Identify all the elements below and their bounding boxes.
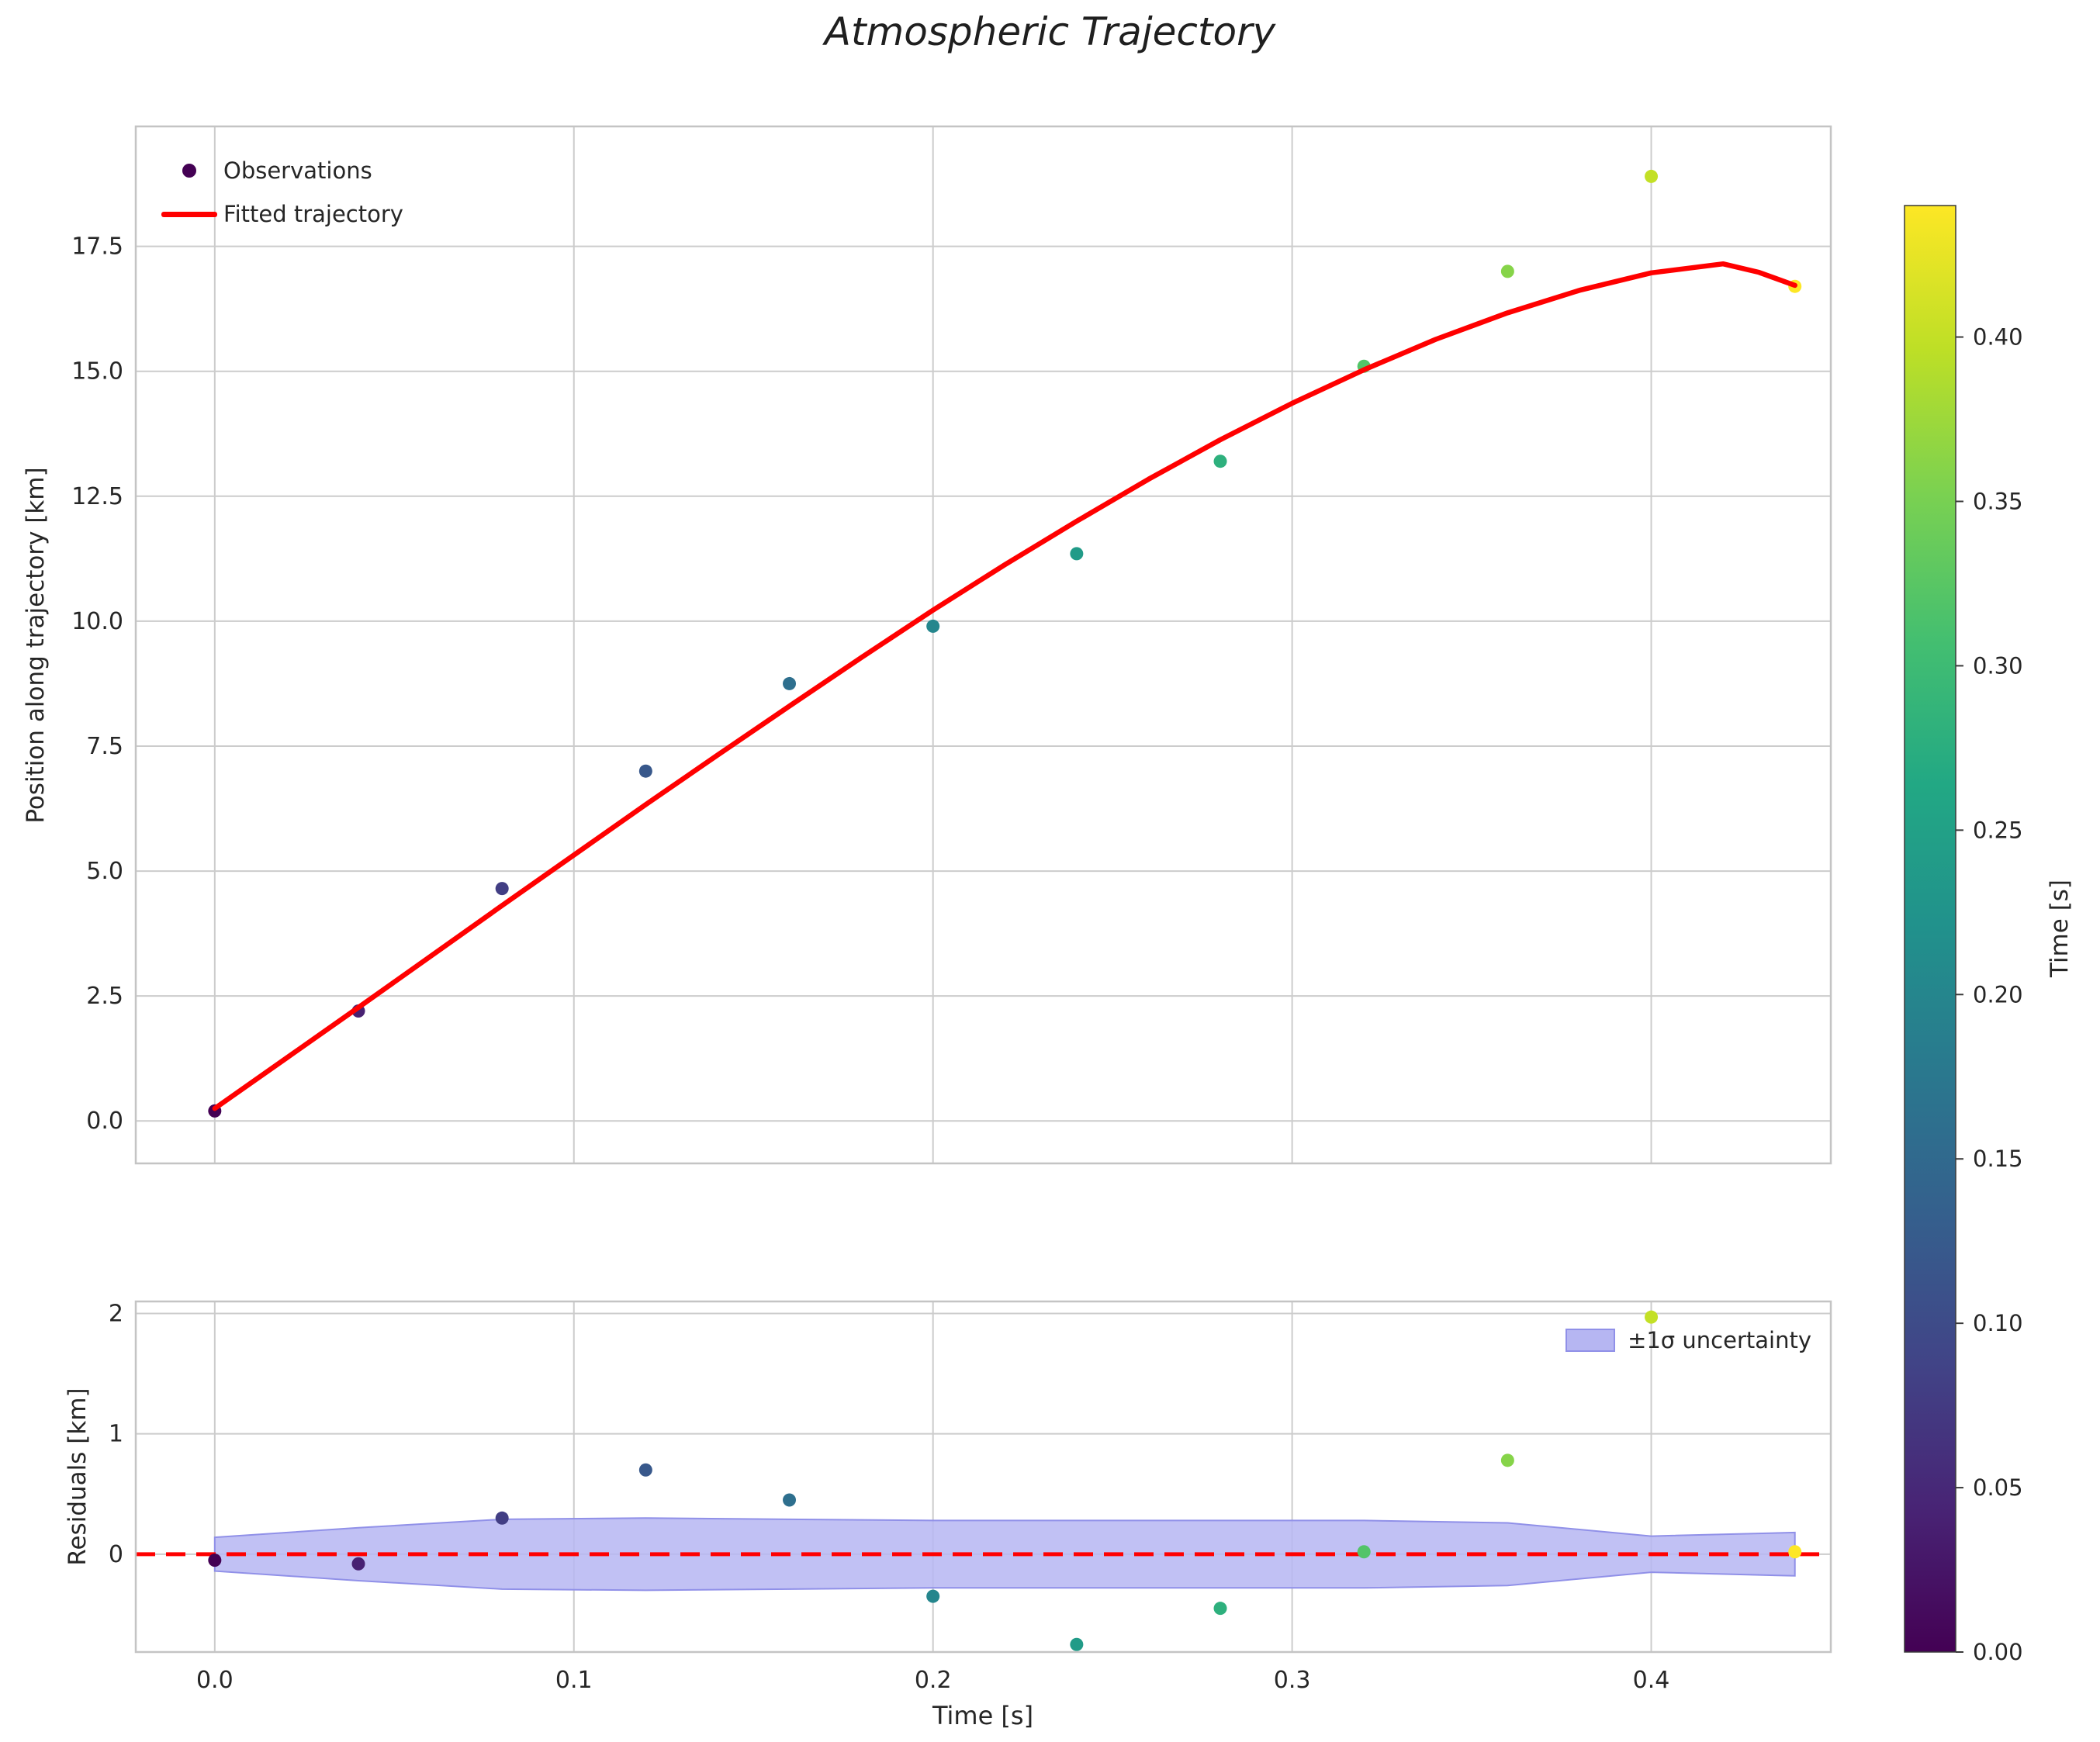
uncertainty-band	[213, 1517, 1796, 1592]
x-tick-label: 0.2	[915, 1667, 952, 1694]
y-tick-label: 2.5	[86, 983, 123, 1010]
data-point	[926, 619, 940, 633]
legend-label: Fitted trajectory	[223, 201, 403, 227]
data-point	[1213, 1602, 1227, 1616]
data-point	[1070, 547, 1084, 561]
colorbar-tick-label: 0.30	[1973, 652, 2023, 679]
data-point	[926, 1589, 940, 1603]
y-tick-label: 5.0	[86, 858, 123, 885]
plot-frame	[134, 1300, 1832, 1654]
y-tick-label: 10.0	[71, 608, 123, 635]
colorbar-tick-label: 0.15	[1973, 1146, 2023, 1172]
y-tick-label: 0.0	[86, 1108, 123, 1135]
y-tick-label: 15.0	[71, 358, 123, 385]
legend-label: ±1σ uncertainty	[1628, 1327, 1811, 1353]
y-tick-label: 1	[109, 1421, 123, 1448]
data-point	[208, 1554, 222, 1567]
colorbar-tick-label: 0.10	[1973, 1310, 2023, 1336]
y-tick-label: 7.5	[86, 733, 123, 760]
colorbar-tick-label: 0.35	[1973, 488, 2023, 514]
colorbar-tick-label: 0.20	[1973, 981, 2023, 1008]
data-point	[1645, 1310, 1659, 1324]
data-point	[1500, 1453, 1514, 1467]
data-point	[638, 764, 652, 778]
observations-legend-marker-icon	[182, 164, 196, 178]
y-tick-label: 0	[109, 1541, 123, 1568]
data-point	[1500, 264, 1514, 278]
uncertainty-band-legend-patch-icon	[1565, 1329, 1616, 1352]
data-point	[638, 1463, 652, 1477]
data-point	[783, 1493, 797, 1507]
x-tick-label: 0.0	[196, 1667, 234, 1694]
colorbar-gradient	[1904, 205, 1956, 1653]
colorbar-tick-label: 0.25	[1973, 817, 2023, 843]
colorbar-tick-label: 0.40	[1973, 324, 2023, 351]
x-tick-label: 0.3	[1274, 1667, 1311, 1694]
data-point	[1070, 1637, 1084, 1651]
data-point	[1213, 455, 1227, 468]
x-tick-label: 0.4	[1633, 1667, 1670, 1694]
legend-item-observations: Observations	[155, 149, 403, 192]
plot-frame	[134, 125, 1832, 1165]
fitted-trajectory-legend-line-icon	[161, 211, 217, 217]
data-point	[1357, 1545, 1371, 1559]
legend-label: Observations	[223, 157, 372, 184]
data-point	[351, 1557, 365, 1571]
data-point	[1788, 1545, 1802, 1559]
data-point	[783, 676, 797, 690]
trajectory-legend: Observations Fitted trajectory	[155, 149, 403, 236]
x-tick-label: 0.1	[555, 1667, 593, 1694]
data-point	[1645, 169, 1659, 183]
data-point	[495, 882, 509, 896]
data-point	[495, 1511, 509, 1525]
y-tick-label: 17.5	[71, 233, 123, 261]
y-tick-label: 2	[109, 1301, 123, 1328]
colorbar-tick-label: 0.05	[1973, 1474, 2023, 1501]
fitted-trajectory-line	[212, 261, 1797, 1111]
y-tick-label: 12.5	[71, 483, 123, 510]
colorbar-tick-label: 0.00	[1973, 1639, 2023, 1665]
x-axis-label: Time [s]	[932, 1701, 1034, 1730]
residuals-legend: ±1σ uncertainty	[1565, 1319, 1811, 1362]
figure-title: Atmospheric Trajectory	[824, 9, 1276, 54]
legend-item-fitted-trajectory: Fitted trajectory	[155, 192, 403, 236]
